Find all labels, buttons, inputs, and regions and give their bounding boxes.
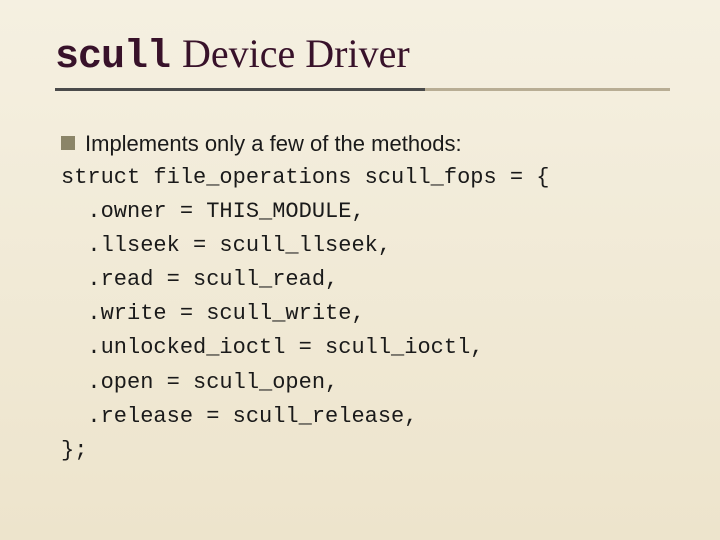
- slide-container: scull Device Driver Implements only a fe…: [0, 0, 720, 540]
- code-block: struct file_operations scull_fops = { .o…: [61, 161, 670, 468]
- underline-light-segment: [425, 88, 670, 91]
- title-underline: [55, 88, 670, 91]
- slide-title: scull Device Driver: [55, 30, 670, 80]
- slide-content: Implements only a few of the methods: st…: [55, 131, 670, 468]
- underline-dark-segment: [55, 88, 425, 91]
- bullet-item: Implements only a few of the methods:: [61, 131, 670, 157]
- bullet-text: Implements only a few of the methods:: [85, 131, 462, 157]
- square-bullet-icon: [61, 136, 75, 150]
- title-mono-part: scull: [55, 35, 170, 80]
- title-serif-part: Device Driver: [182, 30, 410, 77]
